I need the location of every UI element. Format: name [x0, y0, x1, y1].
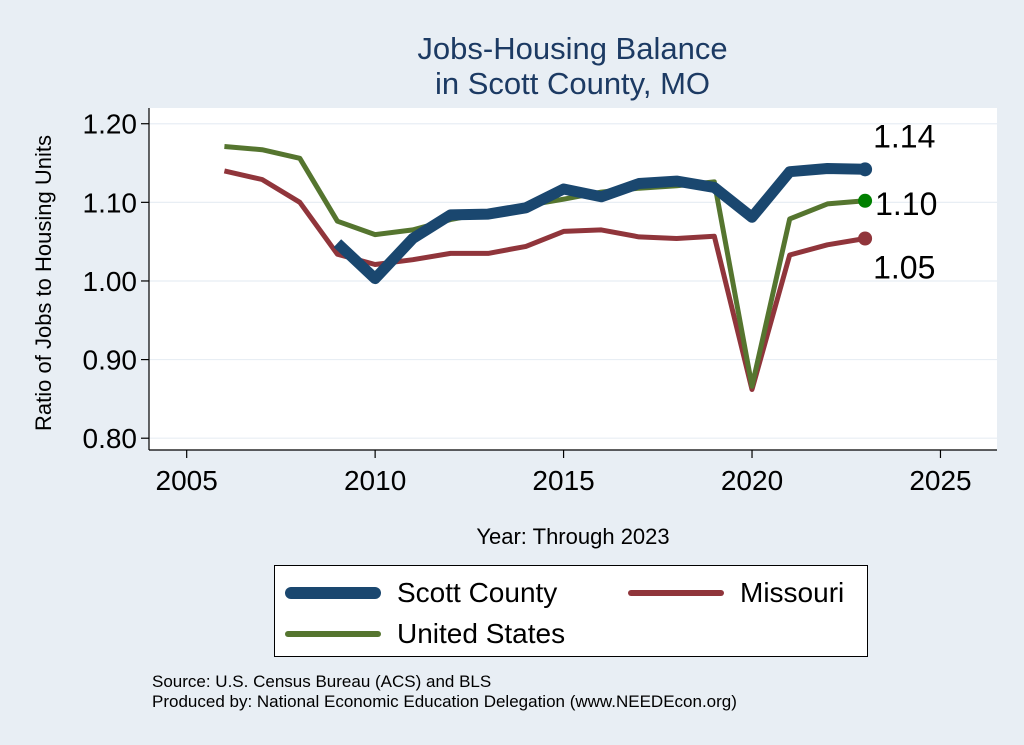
end-label-scott-county: 1.14	[873, 118, 935, 154]
legend-swatch-scott-county	[285, 587, 381, 599]
legend-label-scott-county: Scott County	[397, 577, 558, 608]
source-note: Source: U.S. Census Bureau (ACS) and BLS…	[152, 672, 737, 712]
end-marker-missouri	[858, 231, 873, 246]
legend-swatch-united-states	[285, 631, 381, 637]
y-tick-label: 0.80	[83, 423, 138, 454]
x-tick-label: 2005	[156, 465, 218, 496]
chart-title-line-1: Jobs-Housing Balance	[417, 31, 728, 66]
chart-title-line-2: in Scott County, MO	[434, 66, 711, 101]
series-line-scott-county	[333, 163, 866, 285]
x-tick-label: 2010	[344, 465, 406, 496]
x-axis-title: Year: Through 2023	[476, 524, 669, 549]
chart-legend: Scott County Missouri United States	[274, 565, 868, 657]
y-tick-label: 1.10	[83, 187, 138, 218]
chart-svg: 0.80 0.90 1.00 1.10 1.20 2005 2010 2015 2020 2025…	[31, 108, 997, 549]
source-line: Source: U.S. Census Bureau (ACS) and BLS	[152, 672, 492, 691]
x-tick-label: 2025	[909, 465, 971, 496]
y-tick-label: 0.90	[83, 345, 138, 376]
legend-swatch-missouri	[628, 590, 724, 596]
legend-label-missouri: Missouri	[740, 577, 845, 608]
producer-line: Produced by: National Economic Education…	[152, 692, 737, 711]
y-axis-title: Ratio of Jobs to Housing Units	[31, 135, 56, 431]
end-label-missouri: 1.05	[873, 250, 935, 286]
legend-label-united-states: United States	[397, 618, 566, 649]
end-marker-scott-county	[858, 162, 873, 177]
plot-area	[149, 108, 997, 450]
x-tick-label: 2015	[532, 465, 594, 496]
x-tick-label: 2020	[721, 465, 783, 496]
y-tick-label: 1.20	[83, 109, 138, 140]
end-label-united-states: 1.10	[875, 186, 937, 222]
y-tick-label: 1.00	[83, 266, 138, 297]
end-marker-united-states	[858, 193, 873, 208]
